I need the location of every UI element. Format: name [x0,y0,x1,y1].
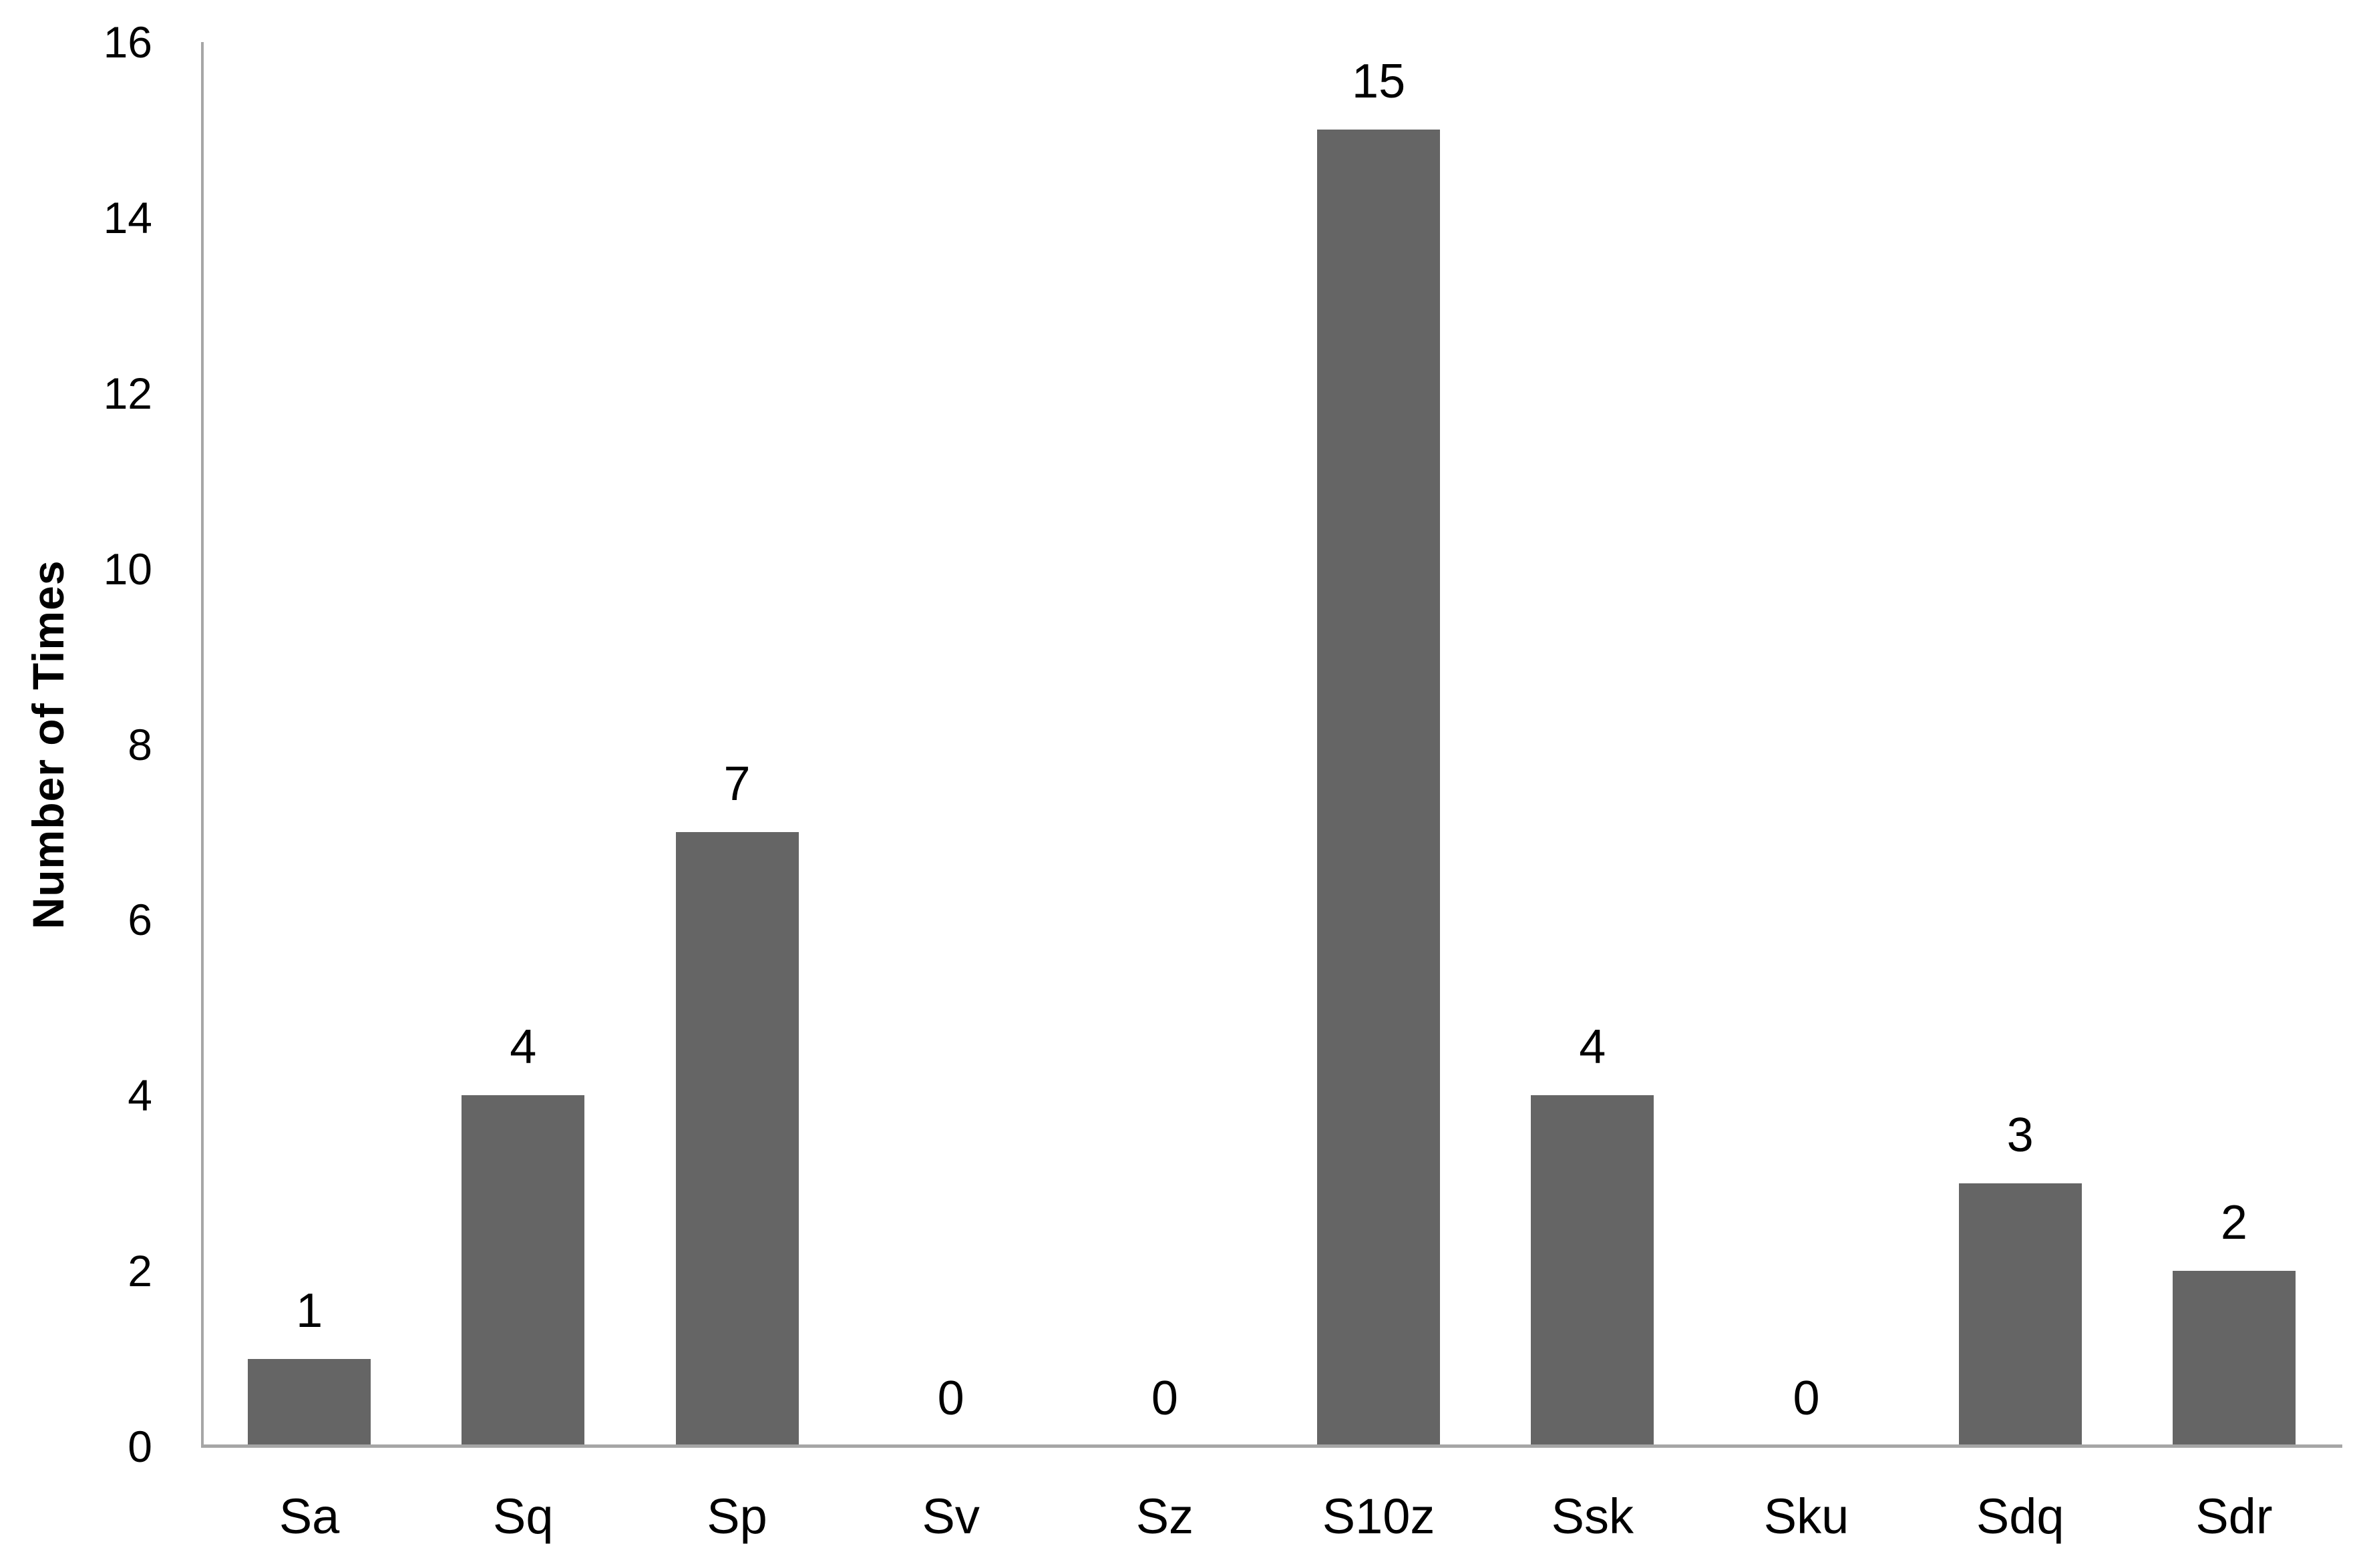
x-tick-label-Sa: Sa [279,1489,340,1544]
y-axis-line [201,42,204,1446]
value-label-Sku: 0 [1793,1372,1820,1425]
bar-Sdq [1958,1183,2082,1448]
bar-Sp [675,831,799,1448]
y-tick-label-6: 6 [128,895,152,945]
value-label-Sv: 0 [937,1372,964,1425]
bar-Sdr [2172,1271,2296,1448]
y-tick-label-2: 2 [128,1246,152,1296]
y-tick-label-8: 8 [128,719,152,769]
x-tick-label-Sv: Sv [922,1489,980,1544]
x-tick-label-Sq: Sq [493,1489,554,1544]
value-label-Sdq: 3 [2006,1108,2034,1162]
bar-S10z [1317,130,1441,1448]
value-label-Sdr: 2 [2220,1196,2247,1250]
x-tick-label-Sz: Sz [1135,1489,1194,1544]
y-tick-label-0: 0 [128,1422,152,1471]
x-tick-label-Sku: Sku [1763,1489,1849,1544]
value-label-Ssk: 4 [1579,1020,1606,1074]
bar-Sq [462,1095,585,1448]
bar-Ssk [1531,1095,1654,1448]
y-tick-label-16: 16 [103,17,152,67]
x-tick-label-Sdq: Sdq [1976,1489,2064,1544]
x-tick-label-Sdr: Sdr [2195,1489,2273,1544]
value-label-Sz: 0 [1151,1372,1178,1425]
y-tick-label-10: 10 [103,544,152,594]
y-tick-label-12: 12 [103,368,152,418]
bar-Sa [248,1358,371,1448]
x-tick-label-Ssk: Ssk [1551,1489,1634,1544]
value-label-S10z: 15 [1352,55,1406,109]
x-tick-label-Sp: Sp [707,1489,767,1544]
value-label-Sq: 4 [510,1020,537,1074]
value-label-Sp: 7 [723,757,751,811]
y-tick-label-14: 14 [103,192,152,242]
x-axis-line [201,1444,2342,1448]
x-tick-label-S10z: S10z [1322,1489,1435,1544]
value-label-Sa: 1 [296,1284,323,1338]
y-tick-label-4: 4 [128,1070,152,1121]
